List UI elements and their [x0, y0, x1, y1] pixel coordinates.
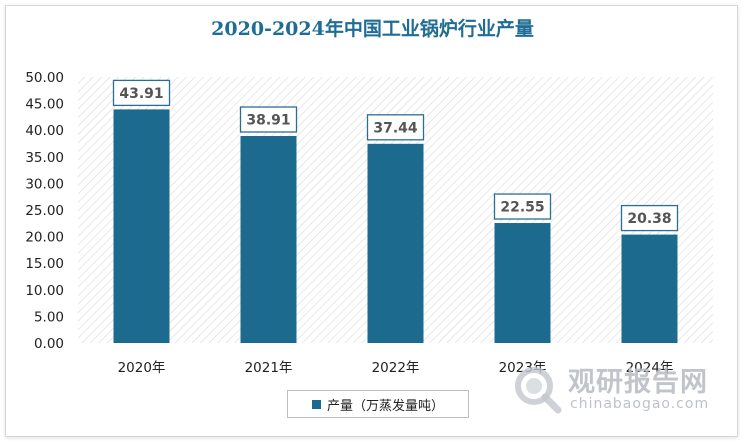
y-tick-label: 30.00: [25, 176, 64, 192]
y-tick-label: 5.00: [34, 309, 64, 325]
legend-label: 产量（万蒸发量吨）: [326, 398, 444, 414]
data-label: 37.44: [373, 120, 418, 136]
y-tick-label: 45.00: [25, 97, 64, 113]
y-tick-label: 25.00: [25, 203, 64, 219]
x-tick-label: 2020年: [118, 360, 166, 376]
y-tick-label: 35.00: [25, 150, 64, 166]
y-tick-label: 50.00: [25, 70, 64, 86]
x-tick-label: 2021年: [245, 360, 293, 376]
x-tick-label: 2023年: [499, 360, 547, 376]
data-label-box: [239, 106, 298, 133]
legend: 产量（万蒸发量吨）: [287, 390, 469, 418]
y-tick-label: 0.00: [34, 336, 64, 352]
data-label: 20.38: [627, 211, 671, 227]
bar: [367, 143, 424, 343]
x-tick-label: 2022年: [372, 360, 420, 376]
y-tick-label: 40.00: [25, 123, 64, 139]
bar: [621, 234, 678, 343]
bar: [113, 109, 170, 343]
data-label-box: [112, 79, 171, 107]
y-tick-label: 20.00: [25, 230, 64, 246]
bar: [240, 135, 297, 343]
legend-swatch: [311, 399, 321, 409]
data-label: 38.91: [246, 112, 290, 128]
data-label: 43.91: [119, 86, 163, 102]
data-label-box: [366, 114, 425, 141]
y-tick-label: 15.00: [25, 256, 64, 272]
y-tick-label: 10.00: [25, 283, 64, 299]
data-label: 22.55: [500, 200, 544, 216]
data-label-box: [493, 193, 552, 220]
chart-title: 2020-2024年中国工业锅炉行业产量: [211, 18, 534, 40]
bar: [494, 223, 551, 343]
data-label-box: [620, 204, 679, 232]
x-tick-label: 2024年: [626, 360, 674, 376]
